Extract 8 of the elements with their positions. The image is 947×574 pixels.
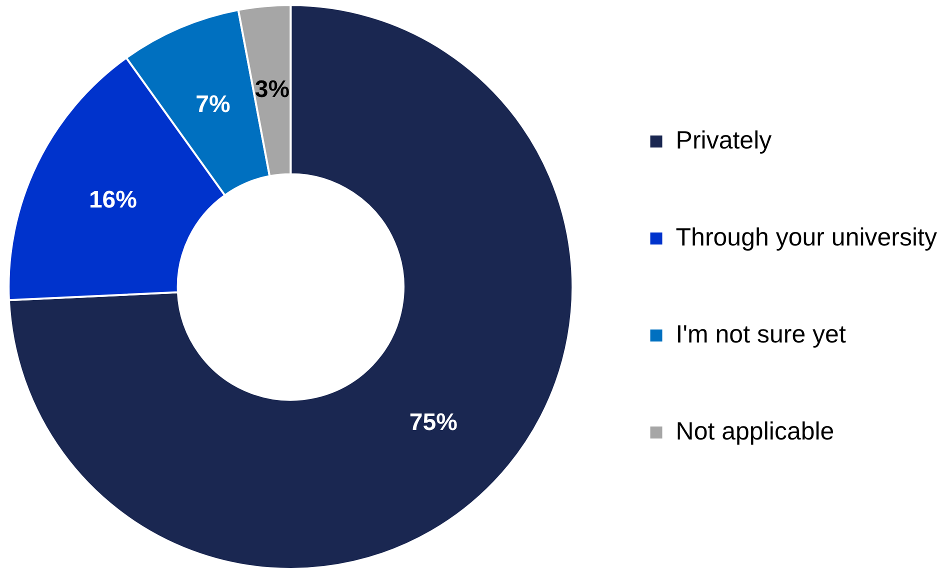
- data-label: 75%: [409, 408, 458, 436]
- legend-label: Privately: [676, 126, 772, 154]
- legend-label: Not applicable: [676, 417, 834, 446]
- legend-label: Through your university: [676, 223, 938, 252]
- legend-label: I'm not sure yet: [676, 320, 846, 348]
- data-label: 7%: [196, 91, 230, 118]
- data-label: 3%: [254, 76, 290, 104]
- data-label: 16%: [88, 186, 137, 214]
